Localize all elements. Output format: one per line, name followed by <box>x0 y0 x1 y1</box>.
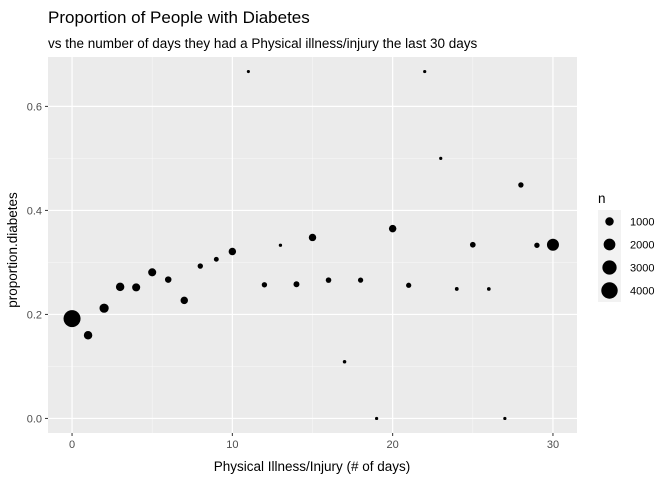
y-tick-label: 0.4 <box>27 205 42 217</box>
data-point <box>308 233 317 242</box>
data-point <box>63 310 81 328</box>
data-point <box>261 282 268 288</box>
legend-label: 1000 <box>630 217 654 229</box>
data-point <box>486 287 491 291</box>
data-point <box>213 256 219 262</box>
data-point <box>325 277 332 283</box>
data-point <box>293 281 300 288</box>
data-point <box>454 287 459 291</box>
x-tick-label: 10 <box>226 439 238 451</box>
data-point <box>388 224 397 233</box>
data-point <box>148 268 157 277</box>
data-point <box>375 416 379 421</box>
data-point <box>197 263 203 269</box>
x-tick-label: 20 <box>387 439 399 451</box>
data-point <box>164 276 172 283</box>
y-tick-label: 0.6 <box>27 101 42 113</box>
data-point <box>439 156 443 161</box>
data-point <box>83 330 93 340</box>
size-legend: n 1000 2000 3000 4000 <box>598 191 654 302</box>
y-tick-label: 0.0 <box>27 413 42 425</box>
x-tick-label: 0 <box>69 439 75 451</box>
legend-key-point <box>602 260 617 275</box>
data-point <box>503 416 507 421</box>
y-axis-ticks: 0.0 0.2 0.4 0.6 <box>27 101 48 425</box>
legend-key-point <box>605 217 614 226</box>
data-point <box>115 282 125 292</box>
x-axis-title: Physical Illness/Injury (# of days) <box>214 459 411 474</box>
data-point <box>534 242 540 248</box>
data-point <box>406 282 412 288</box>
data-point <box>228 247 237 256</box>
chart-title: Proportion of People with Diabetes <box>48 8 310 27</box>
y-axis-title: proportion.diabetes <box>5 192 20 308</box>
data-point <box>423 69 427 74</box>
x-axis-ticks: 0 10 20 30 <box>69 433 559 451</box>
data-points <box>63 69 559 421</box>
data-point <box>246 70 250 74</box>
data-point <box>278 243 283 247</box>
data-point <box>132 283 141 292</box>
legend-label: 4000 <box>630 286 654 298</box>
data-point <box>546 238 559 251</box>
chart-subtitle: vs the number of days they had a Physica… <box>48 36 477 51</box>
data-point <box>342 359 347 364</box>
legend-label: 3000 <box>630 263 654 275</box>
x-tick-label: 30 <box>547 439 559 451</box>
legend-title: n <box>598 191 606 206</box>
legend-key-point <box>601 282 618 299</box>
y-tick-label: 0.2 <box>27 309 42 321</box>
data-point <box>99 303 109 313</box>
data-point <box>469 241 476 248</box>
data-point <box>518 182 524 188</box>
legend-key-point <box>603 238 616 251</box>
data-point <box>357 277 364 283</box>
data-point <box>180 296 188 305</box>
legend-label: 2000 <box>630 240 654 252</box>
